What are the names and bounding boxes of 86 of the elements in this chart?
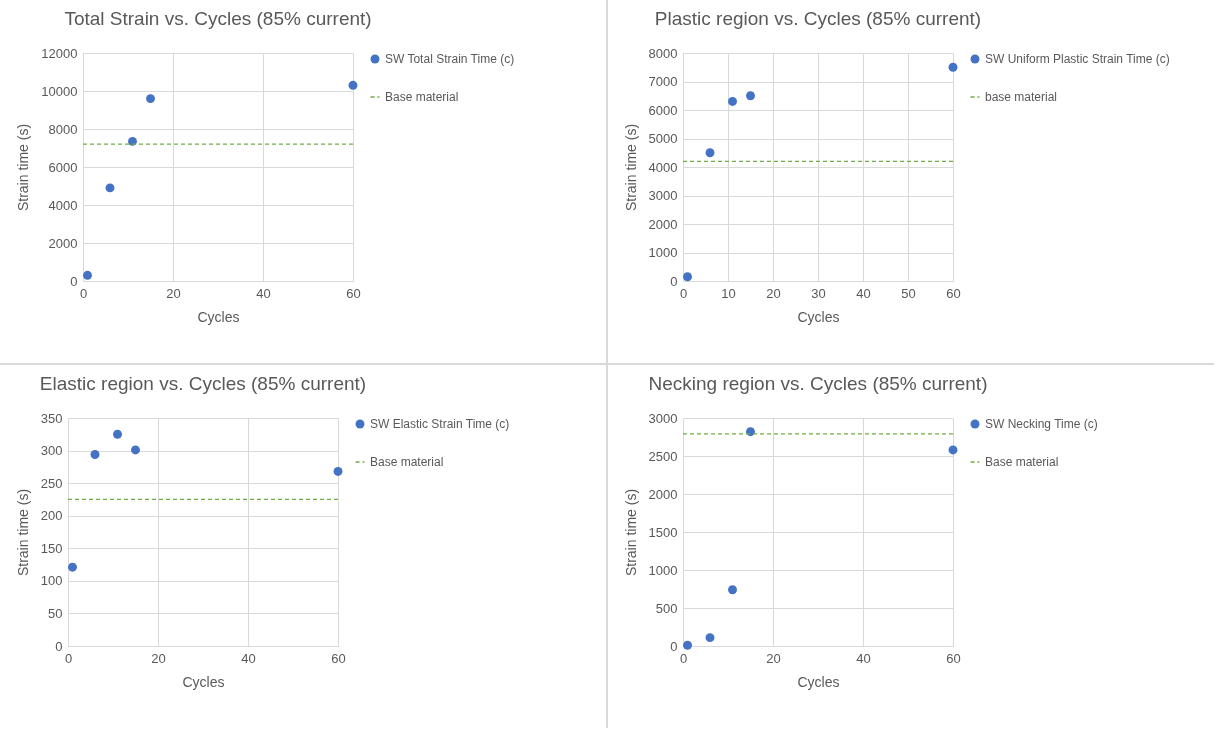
- y-axis-title: Strain time (s): [622, 488, 639, 577]
- point: [348, 80, 358, 90]
- point: [146, 94, 155, 104]
- x-tick-label: 60: [946, 650, 961, 666]
- legend-label: SW Total Strain Time (c): [385, 52, 515, 66]
- point: [83, 270, 92, 280]
- y-tick-label: 10000: [41, 83, 78, 99]
- y-tick-label: 3000: [648, 410, 678, 426]
- point: [90, 450, 100, 459]
- legend-label: Base material: [385, 90, 459, 104]
- y-tick-label: 3000: [648, 188, 678, 203]
- y-tick-label: 5000: [648, 131, 678, 146]
- point: [705, 148, 715, 158]
- x-tick-label: 60: [946, 285, 961, 301]
- x-axis-title: Cycles: [197, 308, 240, 325]
- y-tick-label: 0: [670, 273, 678, 289]
- x-axis-title: Cycles: [797, 308, 840, 325]
- point: [948, 62, 958, 72]
- point: [705, 633, 715, 643]
- chart-title: Elastic region vs. Cycles (85% current): [39, 373, 367, 394]
- y-tick-label: 1500: [648, 524, 678, 540]
- y-tick-label: 1000: [648, 562, 678, 578]
- point: [68, 562, 77, 572]
- y-tick-label: 8000: [648, 45, 678, 61]
- y-tick-label: 50: [48, 605, 63, 621]
- y-tick-label: 0: [670, 638, 678, 654]
- x-tick-label: 20: [166, 285, 181, 301]
- point: [683, 640, 692, 650]
- x-tick-label: 60: [331, 650, 346, 666]
- y-tick-label: 6000: [648, 102, 678, 118]
- y-tick-label: 300: [40, 443, 63, 459]
- y-tick-label: 2000: [648, 216, 678, 232]
- y-tick-label: 0: [55, 638, 63, 654]
- point: [683, 272, 692, 282]
- y-tick-label: 2000: [648, 486, 678, 502]
- legend-label: Base material: [985, 455, 1059, 469]
- y-tick-label: 0: [70, 273, 78, 289]
- x-axis-title: Cycles: [182, 673, 225, 690]
- y-axis-title: Strain time (s): [15, 123, 32, 212]
- legend-label: SW Elastic Strain Time (c): [370, 417, 510, 431]
- x-tick-label: 0: [79, 285, 88, 301]
- y-axis-title: Strain time (s): [14, 488, 31, 577]
- x-tick-label: 60: [346, 285, 361, 301]
- point: [728, 96, 737, 106]
- y-tick-label: 12000: [41, 45, 78, 61]
- y-tick-label: 8000: [48, 121, 78, 137]
- y-tick-label: 2000: [48, 235, 78, 251]
- legend-label: SW Uniform Plastic Strain Time (c): [985, 52, 1170, 66]
- x-tick-label: 10: [721, 285, 736, 301]
- y-axis-title: Strain time (s): [622, 123, 639, 212]
- point: [728, 585, 737, 595]
- y-tick-label: 250: [40, 475, 63, 491]
- point: [746, 91, 755, 101]
- point: [948, 445, 958, 455]
- x-tick-label: 20: [766, 285, 781, 301]
- y-tick-label: 100: [40, 573, 63, 589]
- x-tick-label: 40: [241, 650, 256, 666]
- x-tick-label: 30: [811, 285, 826, 301]
- chart-title: Plastic region vs. Cycles (85% current): [654, 8, 982, 29]
- y-tick-label: 1000: [648, 245, 678, 260]
- y-tick-label: 200: [40, 508, 63, 524]
- x-axis-title: Cycles: [797, 673, 840, 690]
- point: [333, 466, 343, 476]
- y-tick-label: 7000: [648, 74, 678, 89]
- chart-title: Necking region vs. Cycles (85% current): [648, 373, 988, 394]
- legend-label: Base material: [370, 455, 444, 469]
- y-tick-label: 150: [40, 540, 63, 556]
- point: [105, 183, 115, 193]
- point: [128, 136, 137, 146]
- x-tick-label: 40: [256, 285, 271, 301]
- y-tick-label: 4000: [48, 197, 78, 213]
- y-tick-label: 2500: [648, 448, 678, 464]
- x-tick-label: 40: [856, 285, 871, 301]
- x-tick-label: 50: [901, 285, 916, 301]
- x-tick-label: 40: [856, 650, 871, 666]
- legend-label: SW Necking Time (c): [985, 417, 1098, 431]
- x-tick-label: 20: [766, 650, 781, 666]
- y-tick-label: 6000: [48, 159, 78, 175]
- point: [131, 445, 140, 455]
- legend-label: base material: [985, 90, 1058, 104]
- point: [113, 429, 122, 439]
- y-tick-label: 500: [655, 600, 678, 616]
- chart-title: Total Strain vs. Cycles (85% current): [64, 8, 372, 29]
- x-tick-label: 20: [151, 650, 166, 666]
- y-tick-label: 350: [40, 410, 63, 426]
- y-tick-label: 4000: [648, 159, 678, 175]
